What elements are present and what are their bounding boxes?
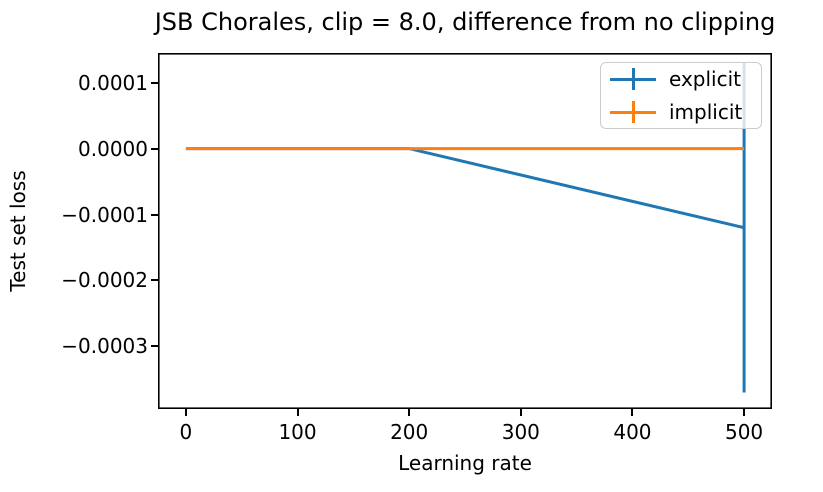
x-tick-mark [408, 409, 411, 416]
chart-title: JSB Chorales, clip = 8.0, difference fro… [154, 8, 776, 36]
y-tick-label: −0.0002 [61, 268, 148, 293]
y-tick-label: 0.0001 [78, 70, 148, 95]
y-tick-label: 0.0000 [78, 136, 148, 161]
x-tick-label: 300 [501, 420, 540, 444]
legend-item-explicit: explicit [610, 66, 761, 92]
x-tick-mark [184, 409, 187, 416]
y-tick-label: −0.0003 [61, 334, 148, 359]
legend-label-implicit: implicit [669, 100, 743, 124]
axes-spines [158, 53, 773, 409]
y-tick-mark [151, 279, 158, 282]
x-axis-label: Learning rate [398, 451, 532, 475]
x-tick-label: 200 [390, 420, 429, 444]
legend: explicit implicit [600, 62, 762, 129]
y-tick-mark [151, 147, 158, 150]
y-tick-mark [151, 345, 158, 348]
y-tick-mark [151, 213, 158, 216]
x-tick-label: 500 [724, 420, 764, 444]
x-tick-label: 400 [613, 420, 652, 444]
x-tick-mark [631, 409, 634, 416]
x-tick-mark [296, 409, 299, 416]
x-tick-mark [519, 409, 522, 416]
legend-label-explicit: explicit [669, 67, 741, 91]
legend-errorbar [631, 101, 635, 123]
legend-errorbar [631, 68, 635, 90]
x-tick-label: 0 [179, 420, 193, 444]
y-tick-label: −0.0001 [61, 202, 148, 227]
x-tick-mark [743, 409, 746, 416]
errorbar-handle-icon [610, 101, 656, 123]
errorbar-handle-icon [610, 68, 656, 90]
y-tick-mark [151, 81, 158, 84]
x-tick-label: 100 [278, 420, 317, 444]
legend-item-implicit: implicit [610, 99, 761, 125]
